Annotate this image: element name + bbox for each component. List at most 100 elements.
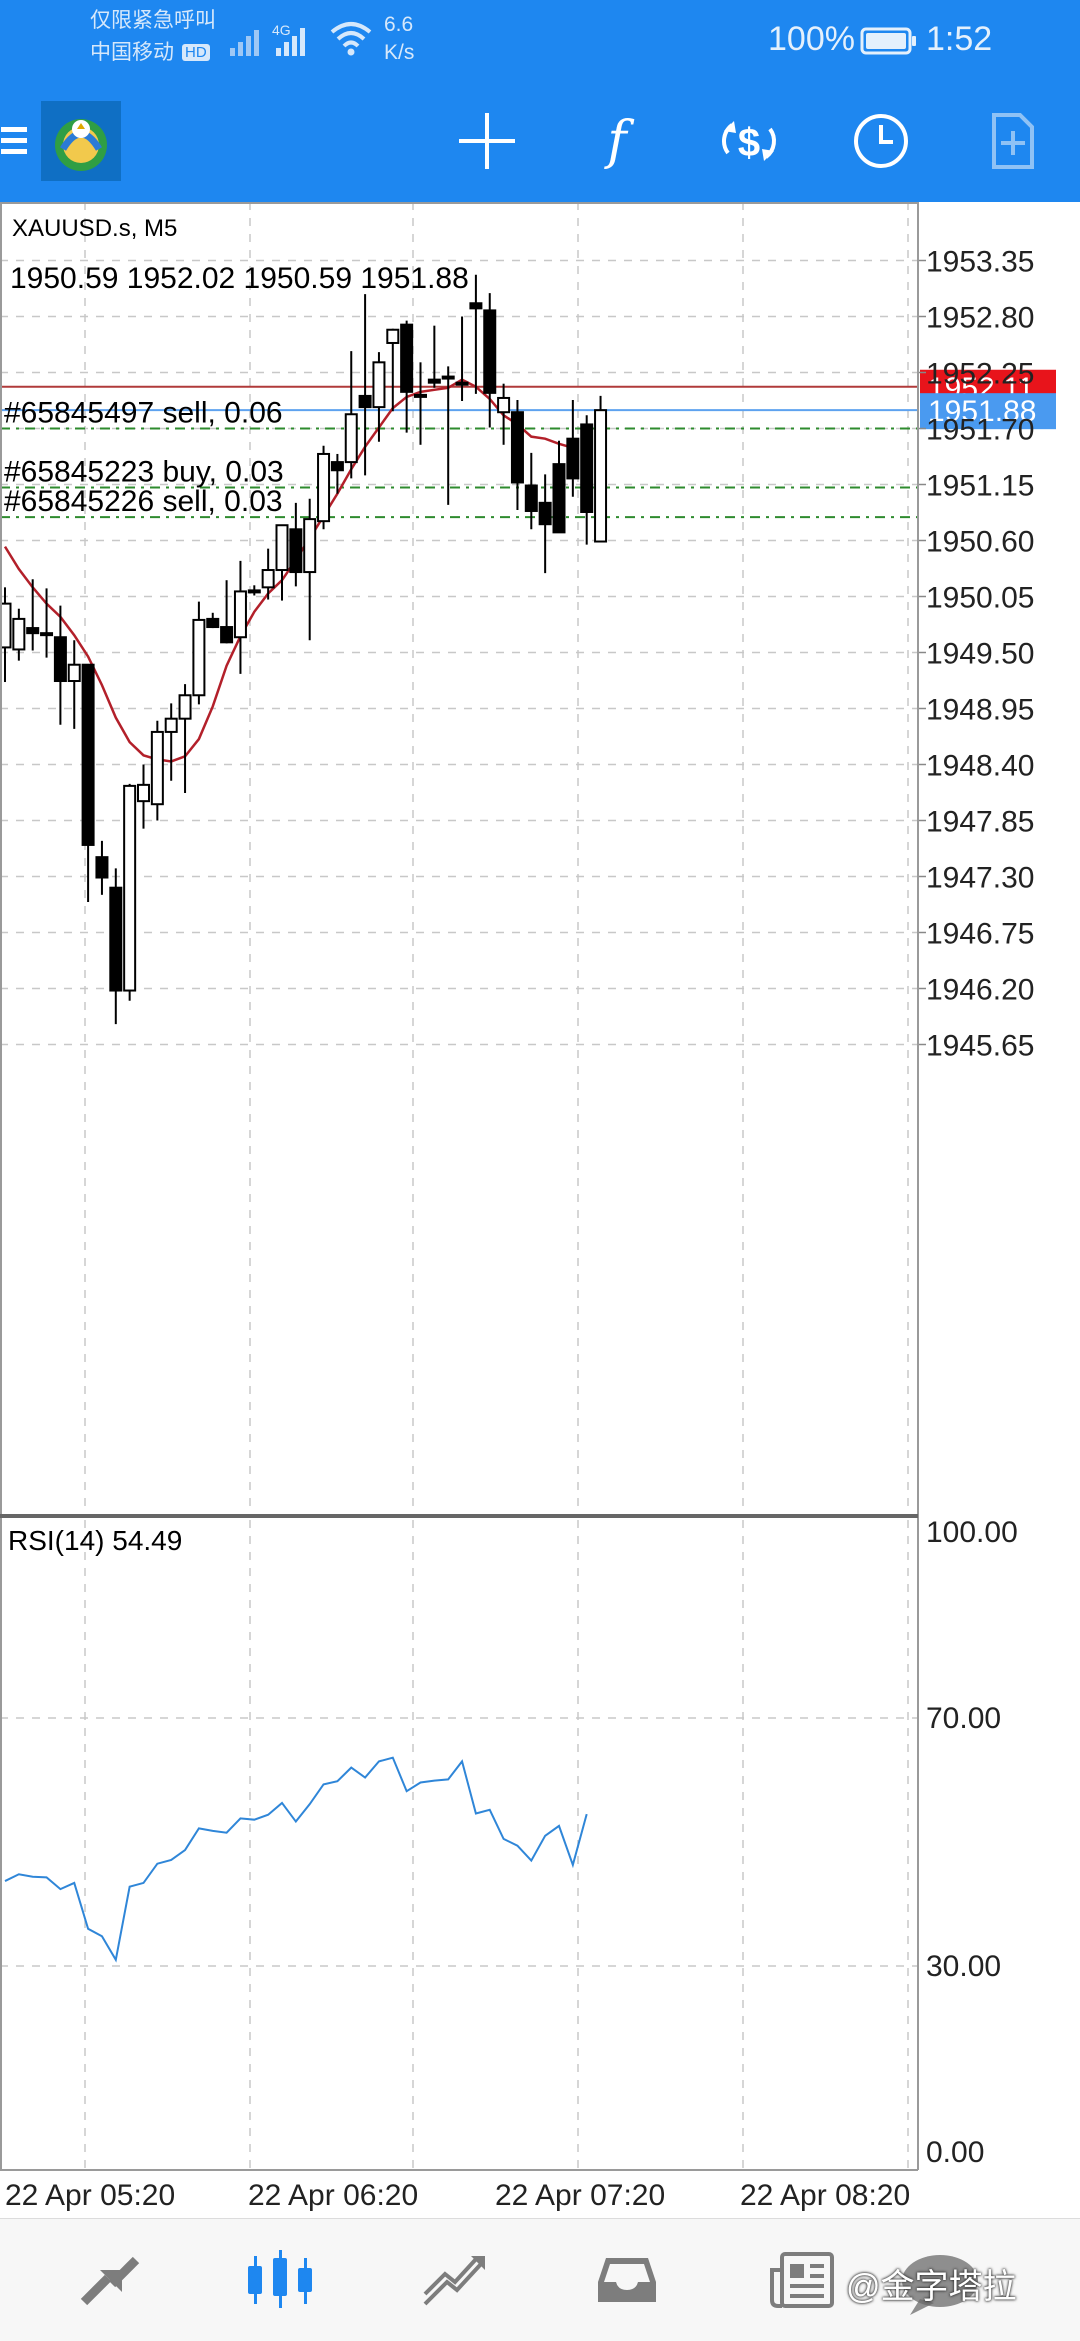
timeframe-icon[interactable]	[836, 80, 926, 202]
rsi-axis-label: 100.00	[926, 1516, 1018, 1549]
rsi-layer	[4, 1756, 588, 1963]
rsi-axis-label: 0.00	[926, 2136, 984, 2169]
price-axis-label: 1949.50	[926, 638, 1034, 671]
price-axis-label: 1953.35	[926, 246, 1034, 279]
bear-candle	[220, 626, 234, 644]
net-speed-unit: K/s	[384, 41, 415, 64]
carrier-emergency-text: 仅限紧急呼叫	[90, 9, 216, 32]
watermark-text: @金字塔拉	[846, 2268, 1017, 2306]
bear-candle	[358, 394, 372, 409]
bear-candle	[400, 323, 414, 393]
bull-candle	[150, 730, 164, 806]
order-label-buy-65845223[interactable]: #65845223 buy, 0.03	[4, 456, 284, 489]
time-axis-label: 22 Apr 08:20	[740, 2179, 910, 2212]
chart-tab-icon[interactable]	[215, 2219, 345, 2341]
quotes-tab-icon[interactable]	[45, 2219, 175, 2341]
status-bar: 仅限紧急呼叫 中国移动 HD 4G 6.6 K/s 100% 1:52	[0, 0, 1080, 80]
trade-icon[interactable]: $	[704, 80, 794, 202]
indicators-icon[interactable]: f	[607, 111, 627, 171]
price-axis-label: 1948.40	[926, 750, 1034, 783]
price-axis-label: 1950.60	[926, 526, 1034, 559]
templates-icon[interactable]	[968, 80, 1058, 202]
bull-candle	[233, 590, 247, 639]
price-axis-label: 1951.15	[926, 470, 1034, 503]
news-tab-icon[interactable]	[738, 2219, 868, 2341]
price-axis-label: 1946.75	[926, 918, 1034, 951]
ohlc-label: 1950.59 1952.02 1950.59 1951.88	[10, 262, 469, 295]
bear-candle	[330, 461, 344, 472]
battery-icon	[860, 27, 916, 55]
bull-candle	[67, 663, 81, 683]
bull-candle	[0, 602, 12, 649]
candles-layer	[0, 274, 608, 1025]
bear-candle	[206, 617, 220, 629]
bull-candle	[261, 569, 275, 589]
order-label-sell-65845497[interactable]: #65845497 sell, 0.06	[4, 397, 283, 430]
bear-candle	[524, 484, 538, 512]
bid-price-text: 1951.88	[928, 395, 1036, 428]
price-axis-label: 1951.70	[926, 414, 1034, 447]
bear-candle	[580, 423, 594, 513]
chart-axes: 1953.35 1952.80 1952.25 1951.70 1951.15 1950.…	[0, 202, 1034, 2212]
bull-candle	[164, 717, 178, 733]
bear-candle	[53, 636, 67, 683]
bull-candle	[497, 396, 511, 414]
price-axis-label: 1952.25	[926, 358, 1034, 391]
bull-candle	[594, 409, 608, 543]
price-axis-label: 1948.95	[926, 694, 1034, 727]
hd-badge: HD	[182, 44, 210, 61]
bear-candle	[538, 501, 552, 526]
battery-percent: 100%	[768, 20, 855, 58]
bull-candle	[317, 452, 331, 523]
chart-area[interactable]: 1952.11 1951.88 1953.35 1952.80 1952.25 1951…	[0, 202, 1080, 2218]
bear-candle	[81, 663, 95, 846]
watermark-bubble-icon	[902, 2255, 978, 2315]
bull-candle	[40, 632, 54, 637]
time-axis-label: 22 Apr 06:20	[248, 2179, 418, 2212]
price-axis-label: 1950.05	[926, 582, 1034, 615]
moving-average-layer	[3, 378, 574, 763]
time-axis-label: 22 Apr 05:20	[5, 2179, 175, 2212]
signal-icon	[230, 28, 305, 56]
bear-candle	[469, 302, 483, 310]
bear-candle	[95, 856, 109, 879]
bull-candle	[386, 328, 400, 344]
time-axis-label: 22 Apr 07:20	[495, 2179, 665, 2212]
net-speed-value: 6.6	[384, 13, 414, 36]
rsi-axis-label: 30.00	[926, 1950, 1001, 1983]
bear-candle	[552, 463, 566, 534]
top-toolbar: f $	[0, 80, 1080, 202]
bull-candle	[455, 381, 469, 386]
price-axis-label: 1946.20	[926, 974, 1034, 1007]
bear-candle	[109, 886, 123, 992]
moving-average-line	[3, 378, 574, 763]
metatrader-logo-icon[interactable]	[38, 80, 124, 202]
bull-candle	[372, 361, 386, 409]
bull-candle	[123, 784, 137, 992]
bear-candle	[441, 375, 455, 380]
bid-price-box	[920, 393, 1056, 430]
rsi-line	[4, 1756, 588, 1963]
bull-candle	[275, 524, 289, 572]
bear-candle	[427, 378, 441, 384]
carrier-name-text: 中国移动	[90, 41, 174, 64]
bottom-navigation: @金字塔拉	[0, 2218, 1080, 2341]
bear-candle	[26, 627, 40, 635]
history-tab-icon[interactable]	[562, 2219, 692, 2341]
hamburger-menu-icon[interactable]	[0, 80, 30, 202]
clock-time: 1:52	[926, 20, 993, 58]
bear-candle	[510, 411, 524, 484]
bull-candle	[137, 783, 150, 803]
crosshair-icon[interactable]	[442, 80, 532, 202]
price-grid	[0, 202, 918, 1514]
bull-candle	[303, 518, 317, 574]
price-axis-label: 1947.85	[926, 806, 1034, 839]
bull-candle	[178, 694, 192, 720]
rsi-label: RSI(14) 54.49	[8, 1525, 182, 1556]
bear-candle	[289, 528, 303, 574]
bull-candle	[247, 589, 261, 594]
order-label-sell-65845226[interactable]: #65845226 sell, 0.03	[4, 485, 283, 518]
trade-tab-icon[interactable]	[390, 2219, 520, 2341]
wifi-icon	[330, 22, 372, 56]
